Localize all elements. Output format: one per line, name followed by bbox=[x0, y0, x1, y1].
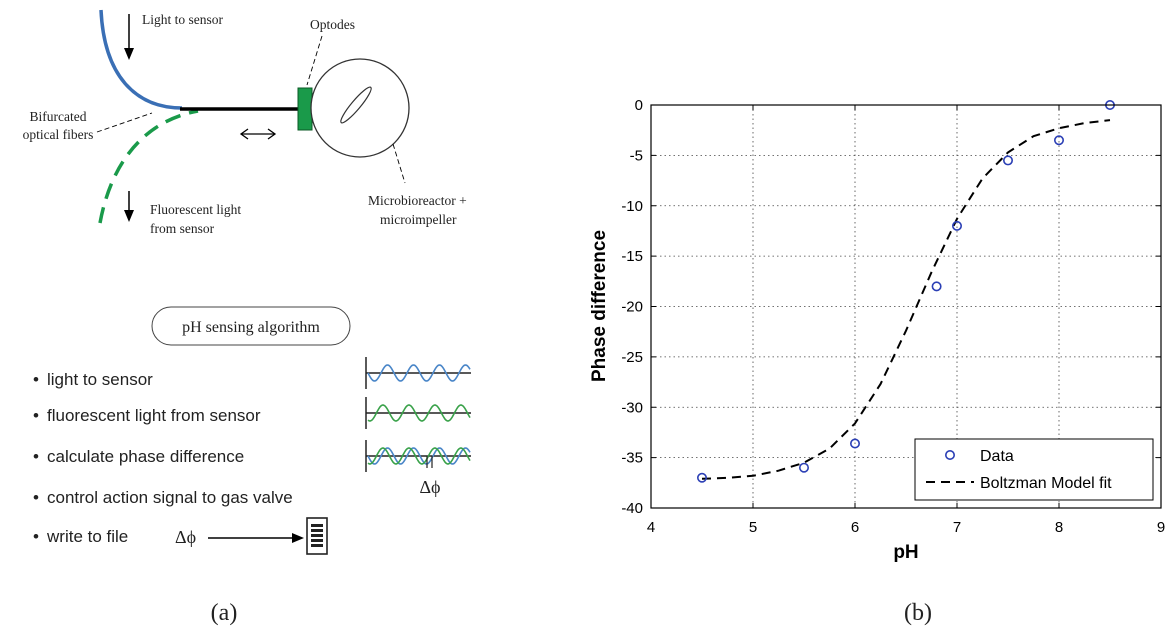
x-axis-label: pH bbox=[893, 542, 918, 563]
wave-delta-phi: Δϕ bbox=[419, 477, 440, 497]
label-fluorescent-2: from sensor bbox=[150, 221, 215, 236]
x-tick-label: 9 bbox=[1157, 519, 1165, 536]
plot-area bbox=[651, 105, 1161, 508]
legend-data-label: Data bbox=[980, 448, 1014, 465]
y-tick-label: -35 bbox=[621, 450, 643, 467]
algorithm-steps: • light to sensor • fluorescent light fr… bbox=[33, 370, 293, 546]
y-tick-label: -40 bbox=[621, 500, 643, 517]
label-bifurcated-1: Bifurcated bbox=[30, 109, 87, 124]
label-fluorescent-1: Fluorescent light bbox=[150, 202, 241, 217]
light-out-arrow bbox=[124, 191, 134, 222]
optodes-leader bbox=[306, 35, 323, 86]
step-1: light to sensor bbox=[47, 370, 153, 389]
optode bbox=[297, 87, 313, 131]
plot-frame bbox=[650, 104, 1162, 509]
step-bullet: • bbox=[33, 406, 39, 425]
fit-curve bbox=[701, 119, 1111, 480]
y-axis-label: Phase difference bbox=[589, 230, 610, 382]
step-bullet: • bbox=[33, 370, 39, 389]
data-point bbox=[951, 220, 962, 231]
double-arrow bbox=[239, 128, 277, 140]
legend-fit-label: Boltzman Model fit bbox=[980, 475, 1112, 492]
y-tick-label: -20 bbox=[621, 299, 643, 316]
step-2: fluorescent light from sensor bbox=[47, 406, 261, 425]
caption-a: (a) bbox=[211, 600, 238, 626]
step-bullet: • bbox=[33, 488, 39, 507]
y-tick-label: -25 bbox=[621, 349, 643, 366]
y-tick-label: -5 bbox=[630, 147, 643, 164]
reactor-leader bbox=[392, 143, 406, 184]
algorithm-title: pH sensing algorithm bbox=[182, 319, 320, 336]
light-in-arrow bbox=[124, 14, 134, 60]
blue-fiber bbox=[99, 9, 183, 110]
grid bbox=[651, 105, 1161, 508]
data-point bbox=[798, 462, 809, 473]
y-tick-label: 0 bbox=[635, 97, 643, 114]
wave-fluorescent-icon bbox=[365, 397, 471, 429]
y-tick-label: -15 bbox=[621, 248, 643, 265]
label-optodes: Optodes bbox=[310, 17, 355, 32]
x-tick-label: 4 bbox=[647, 519, 655, 536]
y-tick-label: -10 bbox=[621, 198, 643, 215]
label-microbioreactor-2: microimpeller bbox=[380, 212, 457, 227]
panel-a-diagram: Light to sensor Optodes Bifurcated optic… bbox=[23, 9, 471, 626]
step-5: write to file bbox=[46, 527, 128, 546]
legend-data-marker bbox=[944, 449, 955, 460]
wave-light-icon bbox=[365, 357, 471, 389]
algorithm-pill bbox=[151, 306, 351, 346]
y-tick-label: -30 bbox=[621, 399, 643, 416]
step-4: control action signal to gas valve bbox=[47, 488, 293, 507]
fiber-leader bbox=[96, 112, 153, 133]
file-icon bbox=[306, 517, 328, 555]
data-point bbox=[931, 281, 942, 292]
write-arrow bbox=[208, 533, 304, 543]
data-point bbox=[696, 472, 707, 483]
label-bifurcated-2: optical fibers bbox=[23, 127, 94, 142]
legend-box bbox=[914, 438, 1154, 501]
data-point bbox=[1105, 100, 1116, 111]
x-tick-label: 7 bbox=[953, 519, 961, 536]
ticks: 4 5 6 7 8 9 0 -5 -10 -15 -20 -25 -30 -35 -40 bbox=[621, 97, 1165, 536]
data-point bbox=[849, 438, 860, 449]
series bbox=[696, 100, 1116, 483]
step-bullet: • bbox=[33, 527, 39, 546]
step-bullet: • bbox=[33, 447, 39, 466]
label-microbioreactor-1: Microbioreactor + bbox=[368, 193, 467, 208]
x-tick-label: 5 bbox=[749, 519, 757, 536]
write-delta-phi: Δϕ bbox=[175, 527, 196, 547]
caption-b: (b) bbox=[904, 600, 932, 626]
x-tick-label: 8 bbox=[1055, 519, 1063, 536]
legend: Data Boltzman Model fit bbox=[914, 438, 1154, 501]
wave-phase-difference-icon bbox=[365, 440, 471, 472]
green-fiber bbox=[98, 109, 199, 224]
x-tick-label: 6 bbox=[851, 519, 859, 536]
data-point bbox=[1002, 155, 1013, 166]
data-point bbox=[1054, 135, 1065, 146]
label-light-to-sensor: Light to sensor bbox=[142, 12, 223, 27]
step-3: calculate phase difference bbox=[47, 447, 244, 466]
microimpeller bbox=[340, 86, 372, 124]
